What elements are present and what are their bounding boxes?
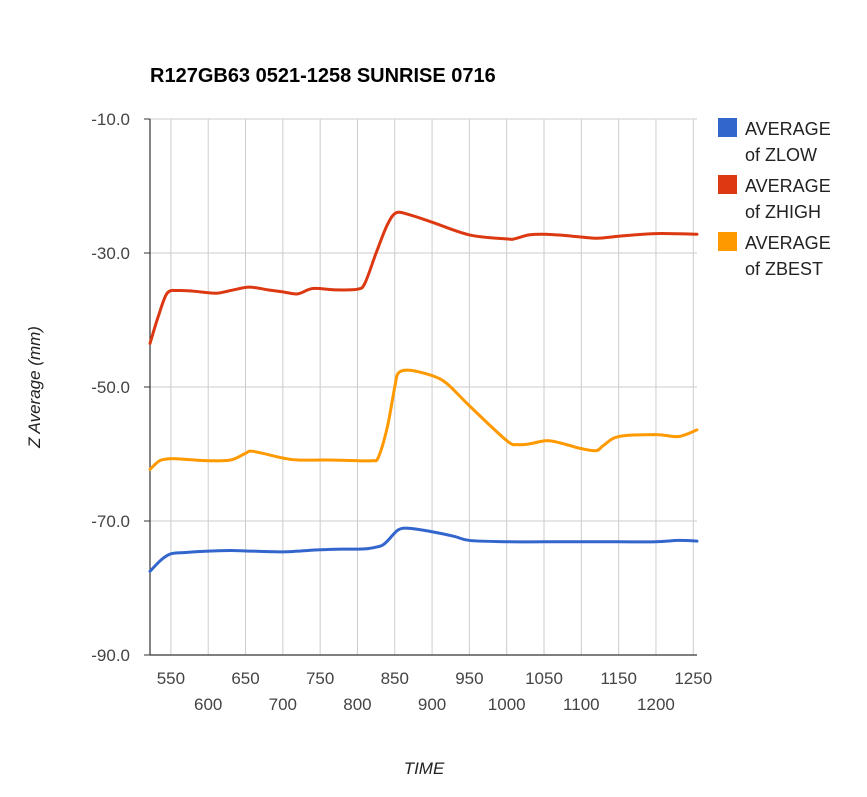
x-tick-label: 650 (231, 669, 259, 688)
x-tick-label: 600 (194, 695, 222, 714)
gridlines (150, 118, 697, 656)
legend-swatch (718, 118, 737, 137)
x-tick-label: 1100 (563, 695, 600, 714)
legend-label: AVERAGE of ZBEST (745, 233, 831, 279)
y-tick-label: -30.0 (91, 244, 130, 263)
x-tick-label: 1250 (674, 669, 712, 688)
x-tick-label: 750 (306, 669, 334, 688)
x-tick-label: 1200 (637, 695, 675, 714)
y-axis-label: Z Average (mm) (25, 326, 44, 449)
series-line-zlow (148, 526, 699, 573)
y-tick-label: -50.0 (91, 378, 130, 397)
x-tick-label: 900 (418, 695, 446, 714)
x-tick-label: 550 (157, 669, 185, 688)
legend-label: AVERAGE of ZLOW (745, 119, 831, 165)
x-tick-label: 800 (343, 695, 371, 714)
chart-title: R127GB63 0521-1258 SUNRISE 0716 (150, 65, 496, 87)
legend: AVERAGE of ZLOW AVERAGE of ZHIGH AVERAGE of Z… (718, 118, 831, 279)
series-line-zhigh (148, 210, 699, 345)
x-tick-label: 950 (455, 669, 483, 688)
series-line-zbest (148, 368, 699, 471)
series-lines (148, 210, 699, 573)
x-axis-label: TIME (404, 759, 445, 778)
y-tick-label: -70.0 (91, 512, 130, 531)
x-tick-label: 850 (381, 669, 409, 688)
axes (144, 118, 697, 656)
x-tick-label: 1050 (525, 669, 563, 688)
legend-swatch (718, 175, 737, 194)
legend-swatch (718, 232, 737, 251)
tick-labels: -10.0 -30.0 -50.0 -70.0 -90.0 550 600 650 700 750… (91, 110, 712, 714)
y-tick-label: -10.0 (91, 110, 130, 129)
y-tick-label: -90.0 (91, 646, 130, 665)
x-tick-label: 1150 (600, 669, 637, 688)
x-tick-label: 1000 (488, 695, 526, 714)
legend-label: AVERAGE of ZHIGH (745, 176, 831, 222)
x-tick-label: 700 (269, 695, 297, 714)
